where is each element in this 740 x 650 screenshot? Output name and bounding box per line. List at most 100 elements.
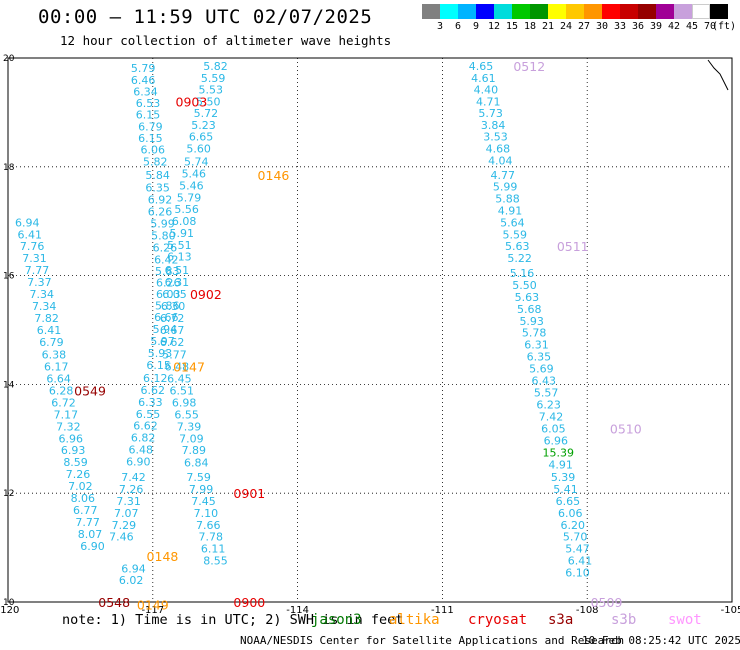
data-label: 5.39 (551, 471, 576, 484)
legend-swatch (674, 4, 692, 19)
pass-time-label: 0149 (137, 598, 169, 613)
data-label: 5.41 (553, 483, 578, 496)
legend-tick: 18 (523, 21, 537, 32)
data-label: 6.77 (73, 504, 98, 517)
pass-time-label: 0509 (591, 595, 623, 610)
data-label: 7.66 (196, 519, 221, 532)
data-label: 6.05 (162, 288, 187, 301)
data-label: 4.77 (490, 169, 515, 182)
data-label: 5.91 (170, 227, 195, 240)
data-label: 6.66 (154, 311, 179, 324)
data-label: 5.68 (517, 303, 542, 316)
data-label: 5.46 (182, 167, 207, 180)
data-label: 6.84 (184, 457, 209, 470)
data-label: 5.79 (177, 191, 202, 204)
data-label: 6.26 (156, 277, 181, 290)
legend-tick: 15 (505, 21, 519, 32)
data-label: 6.10 (565, 567, 590, 580)
data-label: 6.67 (160, 324, 185, 337)
data-label: 5.93 (519, 315, 544, 328)
legend-tick: 42 (667, 21, 681, 32)
data-label: 6.03 (156, 288, 181, 301)
data-label: 6.45 (167, 372, 192, 385)
pass-time-label: 0549 (74, 383, 106, 398)
data-label: 6.12 (143, 372, 168, 385)
data-label: 7.42 (121, 471, 146, 484)
y-tick-label: 14 (3, 380, 15, 390)
data-label: 6.62 (160, 336, 185, 349)
data-label: 7.82 (34, 312, 59, 325)
data-label: 5.73 (478, 107, 503, 120)
x-tick-label: -114 (286, 605, 309, 616)
data-label: 6.96 (544, 434, 569, 447)
page-subtitle: 12 hour collection of altimeter wave hei… (60, 33, 392, 48)
data-label: 6.82 (131, 432, 156, 445)
data-label: 8.06 (71, 492, 96, 505)
data-label: 7.76 (20, 240, 45, 253)
data-label: 5.84 (145, 169, 170, 182)
legend-swatch (584, 4, 602, 19)
pass-time-label: 0146 (258, 168, 290, 183)
legend-tick: 30 (595, 21, 609, 32)
x-tick-label: -108 (576, 605, 599, 616)
legend-tick: 45 (685, 21, 699, 32)
data-label: 6.23 (536, 399, 561, 412)
data-label: 4.65 (469, 60, 494, 73)
legend-swatch (692, 4, 710, 19)
data-label: 6.02 (119, 574, 144, 587)
pass-time-label: 0902 (190, 287, 222, 302)
data-label: 5.70 (563, 531, 588, 544)
y-tick-label: 10 (3, 598, 15, 608)
legend-tick: 12 (487, 21, 501, 32)
data-label: 5.16 (510, 267, 535, 280)
data-label: 6.51 (170, 384, 195, 397)
data-label: 7.42 (539, 410, 564, 423)
data-label: 7.17 (54, 408, 79, 421)
legend-tick: 70 (703, 21, 717, 32)
legend-swatch (602, 4, 620, 19)
data-label: 5.97 (150, 335, 175, 348)
data-label: 5.51 (167, 239, 192, 252)
y-tick-label: 20 (3, 54, 15, 64)
legend-swatch (548, 4, 566, 19)
data-label: 5.74 (184, 155, 209, 168)
legend-swatch (656, 4, 674, 19)
data-label: 7.31 (22, 252, 47, 265)
data-label: 6.65 (189, 130, 214, 143)
data-label: 7.09 (179, 432, 204, 445)
coastline (707, 59, 729, 91)
data-label: 6.35 (527, 351, 552, 364)
legend-unit: (ft) (712, 21, 737, 32)
page-title: 00:00 – 11:59 UTC 02/07/2025 (38, 6, 373, 28)
data-label: 4.61 (471, 72, 496, 85)
data-label: 7.34 (32, 300, 57, 313)
data-label: 5.77 (162, 348, 187, 361)
data-label: 6.46 (131, 74, 156, 87)
data-label: 6.28 (49, 384, 74, 397)
data-label: 5.79 (131, 62, 156, 75)
legend-swatch (458, 4, 476, 19)
legend-swatch (530, 4, 548, 19)
data-label: 6.43 (532, 375, 557, 388)
x-tick-label: -120 (0, 605, 19, 616)
data-label: 6.93 (61, 444, 86, 457)
pass-time-label: 0548 (98, 595, 130, 610)
data-label: 6.53 (136, 97, 161, 110)
legend-swatch (494, 4, 512, 19)
plot-frame (7, 57, 733, 603)
legend-swatch (566, 4, 584, 19)
data-label: 5.59 (201, 72, 226, 85)
data-label: 6.26 (148, 205, 173, 218)
data-label: 6.55 (174, 408, 199, 421)
legend-tick: 39 (649, 21, 663, 32)
x-tick-label: -105 (721, 605, 740, 616)
data-label: 7.39 (177, 420, 202, 433)
data-label: 5.63 (505, 240, 530, 253)
data-label: 6.48 (128, 444, 153, 457)
data-label: 4.91 (498, 204, 523, 217)
pass-time-label: 0900 (233, 595, 265, 610)
y-tick-label: 12 (3, 489, 14, 499)
credit-text: NOAA/NESDIS Center for Satellite Applica… (240, 634, 625, 647)
pass-time-label: 0147 (173, 359, 205, 374)
